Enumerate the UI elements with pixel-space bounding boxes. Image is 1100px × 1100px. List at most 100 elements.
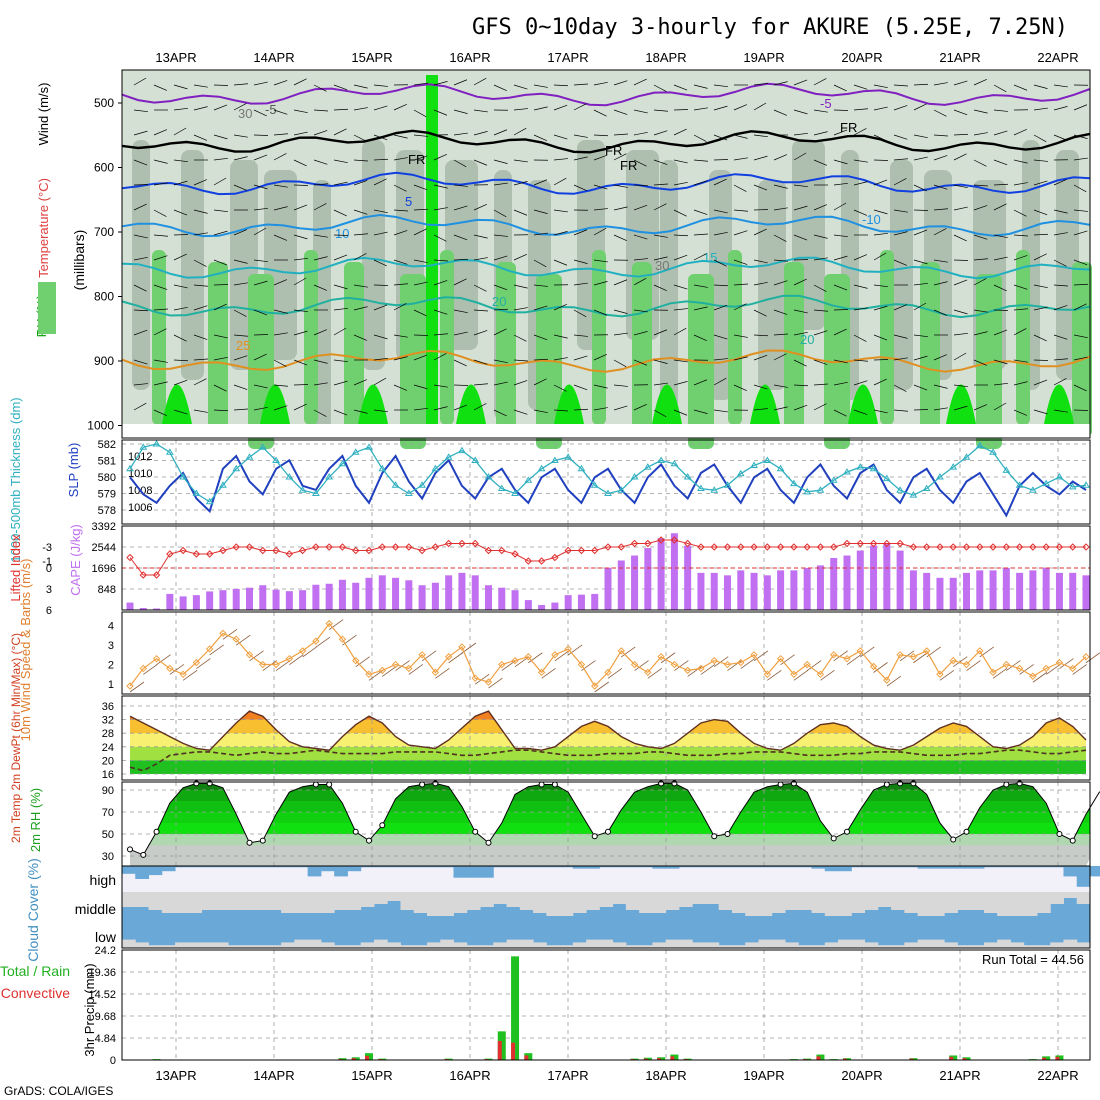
cloud-high-bar [745, 866, 759, 868]
lifted-index-marker [856, 539, 864, 548]
x-tick-label-top: 19APR [743, 50, 784, 65]
wind-barb [953, 309, 968, 315]
wind-barb [1073, 259, 1088, 266]
wind-barb [753, 184, 768, 191]
wind-barb [473, 159, 488, 166]
x-tick-label-bottom: 21APR [939, 1068, 980, 1083]
lifted-index-marker [816, 543, 825, 551]
lifted-index-marker [644, 539, 652, 548]
cape-bar [192, 595, 200, 610]
cloud-mid-gap [572, 892, 587, 913]
precip-convective-bar [949, 1056, 954, 1060]
wind-barb [553, 303, 567, 311]
rh-saturated-blob [554, 384, 584, 424]
wind-barb [1073, 303, 1087, 311]
cloud-high-bar [1090, 866, 1100, 877]
cloud-low-bar [307, 939, 322, 948]
wind-barb [933, 184, 948, 190]
lifted-index-marker [298, 546, 307, 555]
cape-bar [697, 572, 705, 610]
wind-speed-marker [976, 647, 984, 655]
wind-barb [653, 382, 668, 386]
cloud-mid-gap [891, 892, 905, 910]
wind-barb [773, 109, 788, 116]
wind-barb-10m [634, 660, 649, 671]
lifted-index-marker [484, 546, 493, 555]
lifted-index-marker [962, 543, 971, 551]
x-tick-label-top: 14APR [253, 50, 294, 65]
lifted-index-marker [471, 539, 479, 548]
cape-bar [458, 572, 466, 610]
cloud-high-bar [294, 866, 309, 868]
cloud-low-bar [1036, 945, 1051, 948]
wind-barb-10m [182, 669, 198, 681]
wind-barb [413, 208, 428, 211]
wind-barb [433, 184, 448, 189]
wind-barb [873, 378, 887, 386]
wind-barb [693, 334, 707, 342]
wind-barb [713, 377, 727, 386]
lifted-index-marker [245, 543, 254, 551]
wind-barb [233, 384, 248, 390]
wind-barb [973, 359, 988, 366]
cloud-low-bar [533, 942, 547, 948]
wind-barb [893, 134, 908, 140]
wind-barb [333, 380, 348, 386]
cape-bar [299, 590, 307, 610]
lifted-index-marker [205, 550, 214, 558]
cape-bar [896, 550, 904, 610]
wind-barb [913, 355, 928, 361]
wind-barb [873, 179, 888, 186]
wind-barb [1053, 178, 1067, 186]
cape-bar [166, 593, 174, 610]
wind-barb [553, 104, 568, 111]
wind-barb [473, 330, 488, 336]
wind-barb [893, 209, 908, 213]
cloud-low-bar [572, 942, 587, 948]
rh-marker [472, 828, 479, 835]
wind-barb [1033, 409, 1048, 415]
wind-barb [813, 403, 827, 411]
lifted-index-marker [989, 543, 997, 551]
cloud-high-bar [572, 866, 587, 869]
wind-barb [853, 334, 867, 342]
wind-barb [473, 131, 488, 136]
wind-barb-10m [793, 669, 809, 681]
thickness-marker [803, 487, 812, 495]
wind-barb [733, 134, 748, 139]
wind-barb-10m [740, 658, 756, 669]
wind-barb [593, 259, 608, 263]
wind-barb-10m [315, 636, 331, 648]
wind-barb [933, 407, 948, 411]
cloud-high-bar [944, 866, 958, 869]
rh-marker [419, 781, 426, 788]
rh-marker [1069, 837, 1076, 844]
wind-barb-10m [169, 664, 185, 675]
cape-bar [338, 579, 346, 610]
rh-column-green [1016, 250, 1030, 425]
thickness-marker [604, 489, 612, 496]
isotherm-line [121, 171, 1091, 196]
wind-barb [833, 202, 847, 211]
wind-barb [753, 281, 768, 286]
isotherm-line [121, 213, 1091, 238]
cloud-low-bar [838, 939, 852, 948]
cloud-mid-gap [692, 892, 706, 904]
wind-barb [833, 328, 847, 336]
wind-barb [873, 284, 888, 288]
wind-speed-marker [245, 651, 254, 659]
wind-barb [433, 234, 447, 242]
y-tick-label-cloud: high [90, 872, 116, 888]
cloud-high-bar [122, 866, 136, 874]
wind-barb [593, 109, 607, 117]
wind-barb [1013, 381, 1028, 386]
wind-barb-10m [806, 660, 822, 671]
cape-bar [431, 582, 439, 610]
y-tick-label-wind: 1 [108, 679, 114, 691]
wind-barb [793, 359, 807, 367]
wind-barb [253, 280, 268, 286]
wind-barb-10m [873, 662, 888, 673]
thickness-marker [1002, 466, 1011, 473]
y-tick-label-rh: 50 [102, 829, 114, 841]
rh-saturated-blob [946, 384, 976, 424]
